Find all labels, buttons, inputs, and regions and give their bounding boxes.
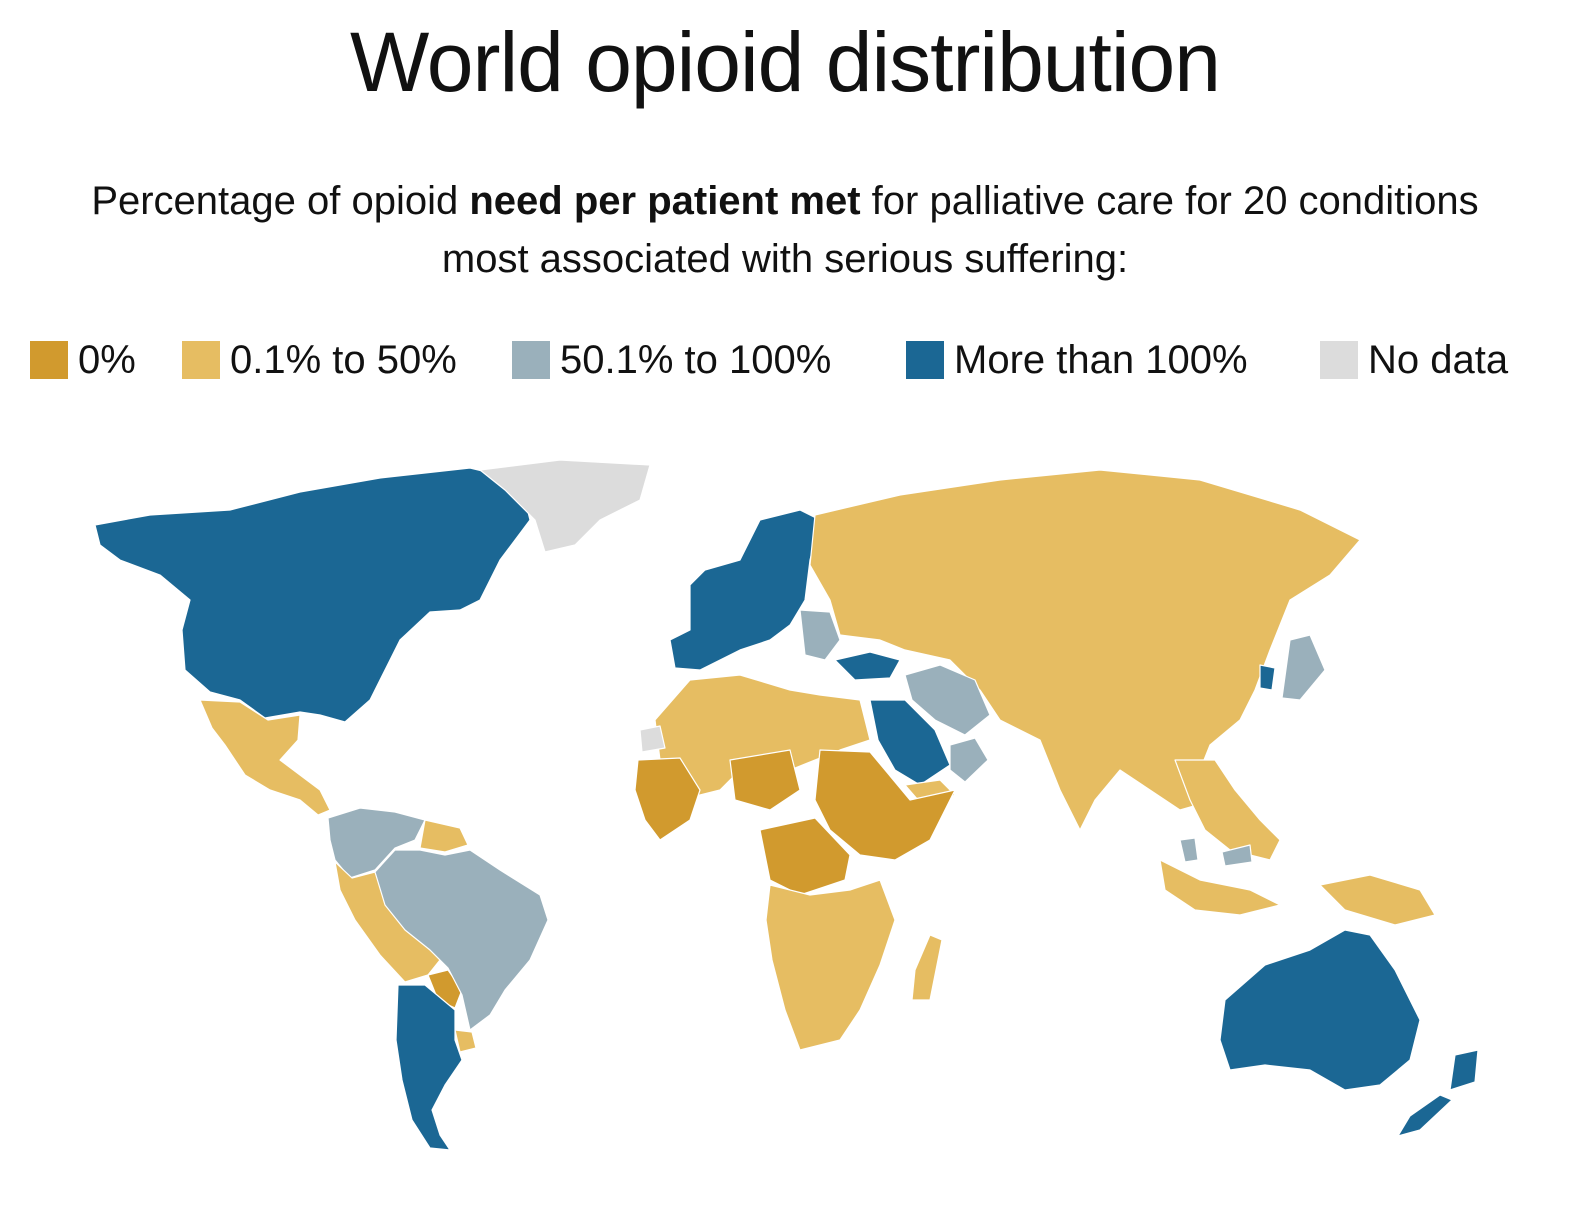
legend-label-mid: 50.1% to 100%: [560, 337, 832, 382]
region-western-europe: [669, 509, 821, 671]
legend-item-nodata: No data: [1320, 332, 1508, 388]
region-central-africa: [759, 817, 851, 896]
region-turkey: [834, 651, 901, 681]
legend-item-low: 0.1% to 50%: [182, 332, 457, 388]
map-subtitle: Percentage of opioid need per patient me…: [60, 172, 1510, 288]
legend-swatch-nodata: [1320, 341, 1358, 379]
region-western-sahara: [639, 725, 666, 753]
legend-item-high: More than 100%: [906, 332, 1248, 388]
region-madagascar: [911, 934, 943, 1001]
region-eastern-europe: [799, 609, 841, 661]
legend-item-zero: 0%: [30, 332, 136, 388]
region-new-zealand: [1397, 1049, 1479, 1137]
region-south-korea: [1259, 664, 1276, 691]
region-guianas: [419, 819, 469, 853]
region-peru-bolivia: [334, 861, 441, 983]
legend-item-mid: 50.1% to 100%: [512, 332, 831, 388]
map-legend: 0% 0.1% to 50% 50.1% to 100% More than 1…: [30, 332, 1550, 388]
region-sahel: [729, 749, 801, 811]
region-uruguay: [454, 1029, 477, 1053]
region-iran: [904, 664, 991, 736]
region-southern-africa: [765, 879, 896, 1051]
legend-swatch-zero: [30, 341, 68, 379]
region-greenland: [479, 459, 651, 553]
region-japan: [1281, 634, 1326, 701]
region-indonesia-png: [1159, 859, 1436, 926]
region-malaysia: [1179, 837, 1253, 867]
region-australia: [1219, 929, 1421, 1091]
region-sudan-ethiopia-somalia: [814, 749, 956, 861]
subtitle-text-after: for palliative care for 20 conditions mo…: [441, 179, 1479, 281]
region-brazil: [374, 849, 549, 1031]
region-oman-uae: [949, 737, 989, 783]
subtitle-text-bold: need per patient met: [469, 179, 861, 223]
legend-label-low: 0.1% to 50%: [230, 337, 457, 382]
region-saudi-arabia: [869, 699, 951, 786]
region-colombia-venezuela-ecuador: [327, 807, 426, 879]
region-russia-central-asia: [809, 469, 1361, 831]
world-map: [94, 459, 1479, 1151]
legend-swatch-low: [182, 341, 220, 379]
region-argentina-chile: [395, 984, 463, 1151]
subtitle-text-before: Percentage of opioid: [91, 179, 470, 223]
region-west-africa: [634, 757, 701, 841]
map-title: World opioid distribution: [350, 15, 1221, 109]
legend-label-high: More than 100%: [954, 337, 1248, 382]
legend-label-nodata: No data: [1368, 337, 1509, 382]
region-north-america: [94, 467, 531, 723]
legend-swatch-mid: [512, 341, 550, 379]
legend-label-zero: 0%: [78, 337, 136, 382]
region-mexico-central-america: [199, 699, 331, 816]
legend-swatch-high: [906, 341, 944, 379]
region-south-east-asia: [1174, 759, 1281, 861]
